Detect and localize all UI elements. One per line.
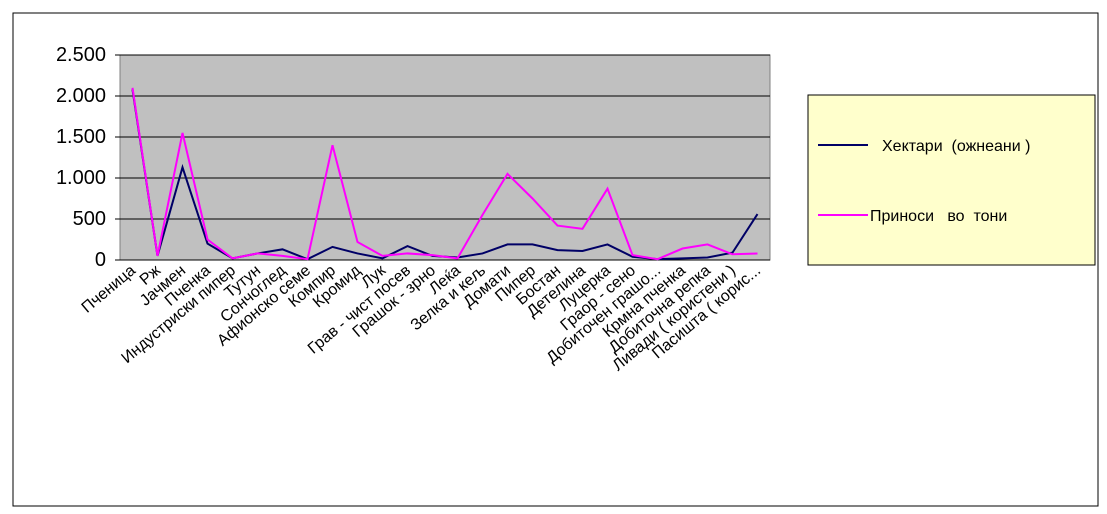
line-series — [131, 87, 758, 261]
y-tick-label: 1.000 — [56, 167, 106, 189]
legend-label: Хектари (ожнеани ) — [882, 138, 1030, 155]
legend-box — [807, 94, 1096, 266]
y-tick-label: 2.500 — [56, 44, 106, 66]
legend-label: Приноси во тони — [870, 208, 1007, 225]
plot-area — [119, 54, 771, 261]
y-tick-label: 500 — [73, 208, 106, 230]
y-tick-label: 1.500 — [56, 126, 106, 148]
y-tick-label: 2.000 — [56, 85, 106, 107]
y-tick-label: 0 — [95, 249, 106, 271]
